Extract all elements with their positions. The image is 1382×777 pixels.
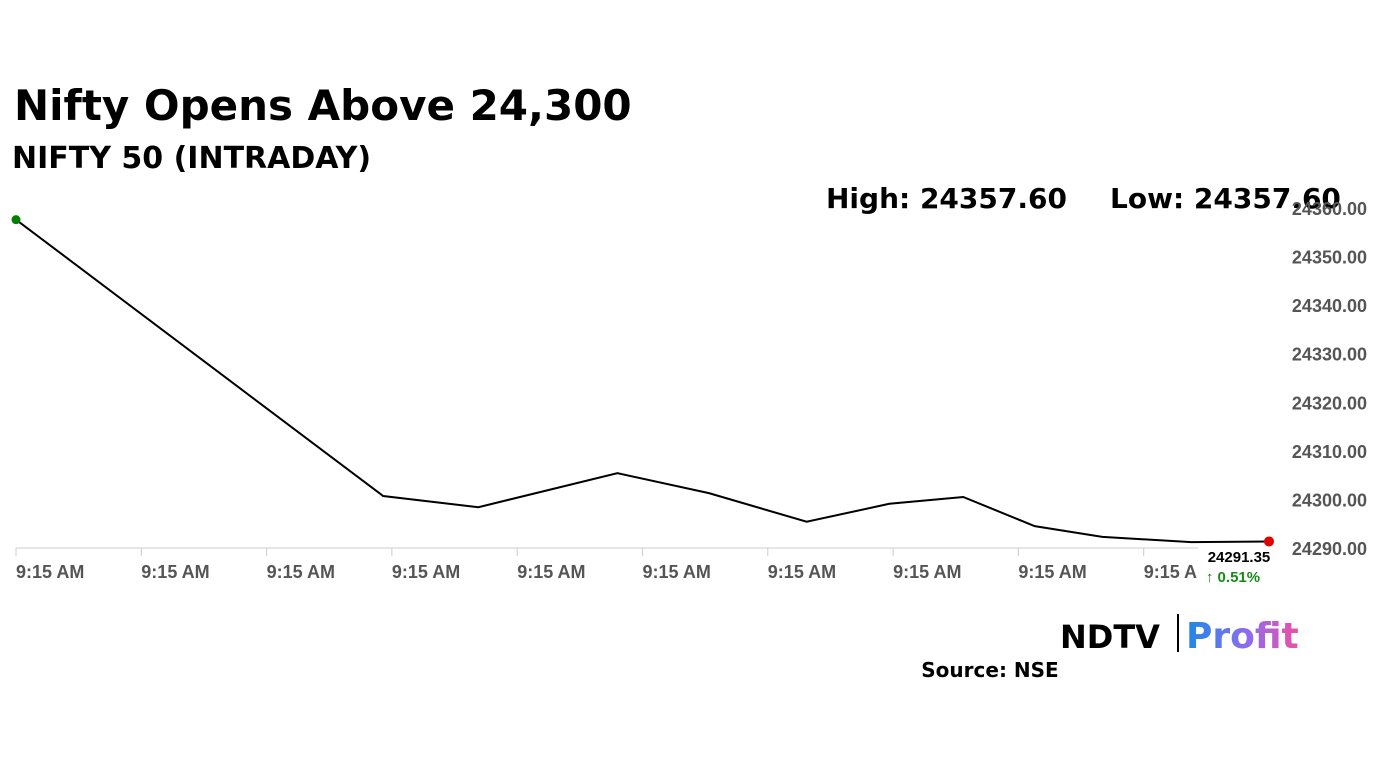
low-label: Low: 24357.60 xyxy=(1110,182,1341,215)
logo-product: Profit xyxy=(1186,616,1299,657)
x-tick-label: 9:15 AM xyxy=(141,562,209,582)
last-price: 24291.35 xyxy=(1208,549,1271,566)
x-tick-label: 9:15 AM xyxy=(267,562,335,582)
change: ↑ 0.51% xyxy=(1206,569,1260,586)
x-tick-label: 9:15 AM xyxy=(392,562,460,582)
x-tick-label: 9:15 AM xyxy=(643,562,711,582)
y-tick-label: 24290.00 xyxy=(1292,539,1367,559)
last-box xyxy=(1198,545,1278,589)
end-point xyxy=(1264,536,1274,547)
y-tick-label: 24350.00 xyxy=(1292,248,1367,268)
x-tick-label: 9:15 AM xyxy=(1144,562,1212,582)
logo-brand: NDTV xyxy=(1060,618,1160,656)
x-tick-label: 9:15 AM xyxy=(1018,562,1086,582)
x-tick-label: 9:15 AM xyxy=(16,562,84,582)
start-point xyxy=(11,215,21,225)
chart-title: Nifty Opens Above 24,300 xyxy=(14,81,632,130)
line xyxy=(15,218,1270,544)
chart-subtitle: NIFTY 50 (INTRADAY) xyxy=(12,141,371,176)
x-tick-label: 9:15 AM xyxy=(893,562,961,582)
y-tick-label: 24360.00 xyxy=(1292,199,1367,219)
plot: 24290.00 24300.00 24310.00 24320.00 24330.00… xyxy=(11,199,1367,589)
y-tick-label: 24310.00 xyxy=(1292,442,1367,462)
source: Source: NSE xyxy=(921,658,1058,682)
high-label: High: 24357.60 xyxy=(826,182,1067,215)
y-tick-label: 24320.00 xyxy=(1292,393,1367,413)
y-tick-label: 24330.00 xyxy=(1292,345,1367,365)
x-tick-label: 9:15 AM xyxy=(768,562,836,582)
x-tick-label: 9:15 AM xyxy=(517,562,585,582)
y-tick-label: 24340.00 xyxy=(1292,296,1367,316)
y-tick-label: 24300.00 xyxy=(1292,490,1367,510)
